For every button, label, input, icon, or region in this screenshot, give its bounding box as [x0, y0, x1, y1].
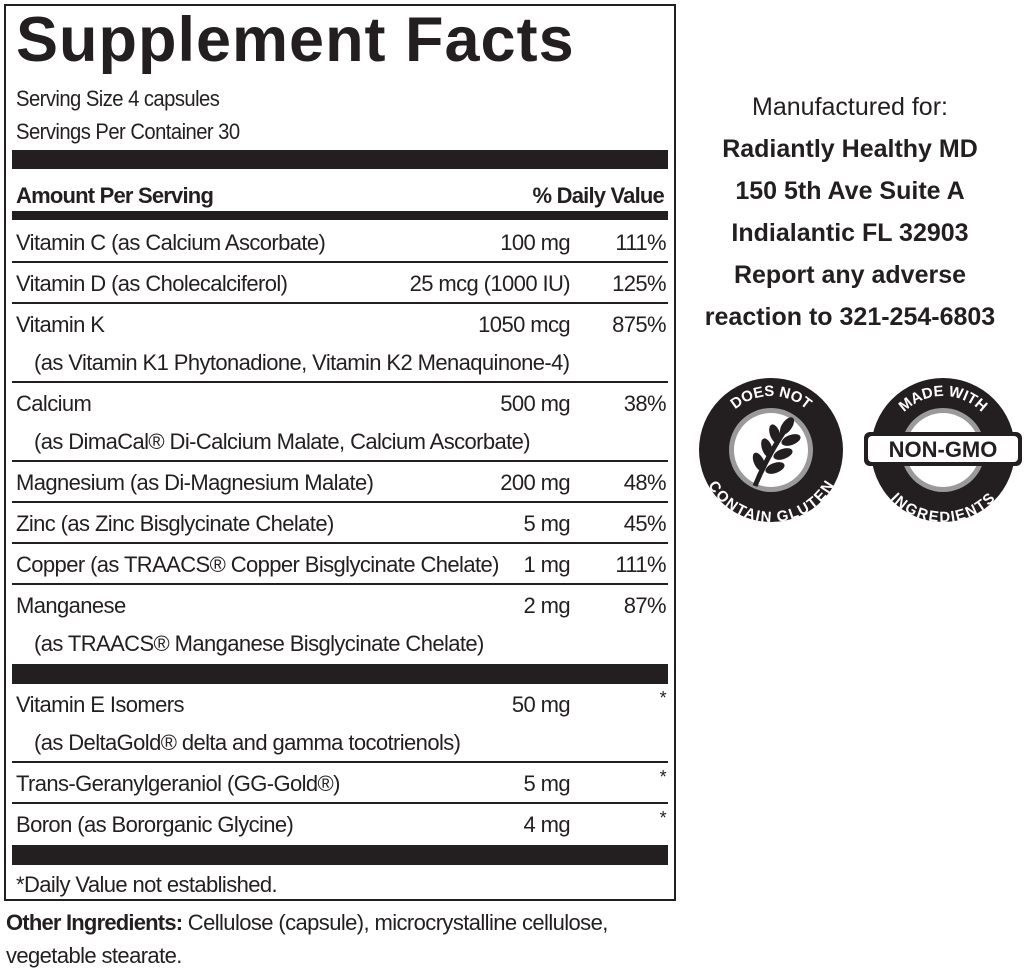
nutrient-daily-value: 38%	[623, 391, 667, 416]
servings-per-container: Servings Per Container 30	[16, 119, 240, 144]
nutrient-amount: 1 mg	[523, 552, 570, 577]
nutrient-row: Manganese 2 mg 87% (as TRAACS® Manganese Bi…	[12, 585, 668, 664]
nutrient-row: Boron (as Bororganic Glycine) 4 mg *	[12, 804, 668, 845]
nutrient-amount: 5 mg	[523, 771, 570, 796]
other-ingredients: Other Ingredients: Cellulose (capsule), …	[6, 906, 686, 972]
nutrient-amount: 200 mg	[500, 470, 570, 495]
manufacturer-address-1: 150 5th Ave Suite A	[735, 177, 965, 205]
nutrient-name: Vitamin E Isomers	[16, 692, 185, 717]
non-gmo-badge: NON-GMO MADE WITH INGREDIENTS	[864, 378, 1022, 524]
nutrient-daily-value: 125%	[612, 271, 666, 296]
nutrient-daily-value: 111%	[615, 230, 666, 255]
panel-title: Supplement Facts	[16, 5, 575, 75]
nutrient-daily-value: 45%	[623, 511, 667, 536]
non-gmo-text: NON-GMO	[889, 437, 998, 462]
nutrient-row: Copper (as TRAACS® Copper Bisglycinate C…	[12, 544, 668, 585]
nutrient-source: (as TRAACS® Manganese Bisglycinate Chela…	[34, 631, 484, 656]
nutrient-amount: 100 mg	[500, 230, 570, 255]
nutrient-amount: 1050 mcg	[478, 312, 570, 337]
amount-header: Amount Per Serving	[16, 183, 214, 208]
adverse-report-line-2: reaction to 321-254-6803	[704, 303, 996, 331]
nutrient-amount: 25 mcg (1000 IU)	[409, 271, 571, 296]
nutrient-row: Vitamin E Isomers 50 mg * (as DeltaGold® de…	[12, 684, 668, 763]
nutrient-daily-value: 875%	[612, 312, 666, 337]
nutrient-source: (as DimaCal® Di-Calcium Malate, Calcium …	[34, 429, 531, 454]
manufacturer-name: Radiantly Healthy MD	[722, 135, 978, 163]
adverse-report-line-1: Report any adverse	[733, 261, 967, 289]
column-header: Amount Per Serving % Daily Value	[16, 180, 665, 212]
nutrient-amount: 5 mg	[523, 511, 570, 536]
nutrient-row: Calcium 500 mg 38% (as DimaCal® Di-Calcium …	[12, 383, 668, 462]
nutrient-row: Vitamin D (as Cholecalciferol) 25 mcg (10…	[12, 263, 668, 304]
nutrient-name: Boron (as Bororganic Glycine)	[16, 812, 294, 837]
manufacturer-info: Manufactured for: Radiantly Healthy MD 1…	[680, 86, 1020, 338]
nutrient-name: Zinc (as Zinc Bisglycinate Chelate)	[16, 511, 334, 536]
supplement-facts-panel: Supplement Facts Serving Size 4 capsules…	[4, 4, 676, 901]
medium-divider	[12, 211, 668, 220]
thick-divider	[12, 664, 668, 684]
nutrient-name: Vitamin C (as Calcium Ascorbate)	[16, 230, 326, 255]
nutrient-source: (as Vitamin K1 Phytonadione, Vitamin K2 …	[34, 350, 570, 375]
nutrient-daily-value: 87%	[623, 593, 667, 618]
thick-divider	[12, 845, 668, 865]
manufacturer-intro: Manufactured for:	[752, 93, 948, 121]
thick-divider	[12, 150, 668, 169]
nutrient-daily-value: 111%	[615, 552, 666, 577]
nutrient-daily-value: *	[659, 688, 667, 708]
other-ingredients-label: Other Ingredients:	[6, 910, 183, 935]
nutrient-name: Calcium	[16, 391, 92, 416]
nutrient-source: (as DeltaGold® delta and gamma tocotrien…	[34, 730, 461, 755]
nutrient-amount: 2 mg	[523, 593, 570, 618]
wheat-icon	[752, 417, 801, 487]
manufacturer-address-2: Indialantic FL 32903	[731, 219, 969, 247]
nutrient-row: Zinc (as Zinc Bisglycinate Chelate) 5 mg 4…	[12, 503, 668, 544]
nutrient-amount: 4 mg	[523, 812, 570, 837]
nutrient-daily-value: *	[659, 808, 667, 828]
gluten-free-badge: DOES NOT CONTAIN GLUTEN	[699, 378, 843, 524]
serving-size: Serving Size 4 capsules	[16, 86, 220, 111]
nutrient-table: Vitamin C (as Calcium Ascorbate) 100 mg 11…	[12, 222, 668, 865]
other-ingredients-text: Cellulose (capsule), microcrystalline ce…	[6, 910, 608, 968]
nutrient-daily-value: 48%	[623, 470, 667, 495]
nutrient-row: Vitamin K 1050 mcg 875% (as Vitamin K1 Phyt…	[12, 304, 668, 383]
nutrient-name: Trans-Geranylgeraniol (GG-Gold®)	[16, 771, 340, 796]
dv-header: % Daily Value	[532, 183, 665, 208]
footnote: *Daily Value not established.	[16, 872, 278, 897]
nutrient-name: Magnesium (as Di-Magnesium Malate)	[16, 470, 374, 495]
nutrient-name: Vitamin K	[16, 312, 105, 337]
nutrient-row: Vitamin C (as Calcium Ascorbate) 100 mg 11…	[12, 222, 668, 263]
nutrient-name: Copper (as TRAACS® Copper Bisglycinate C…	[16, 552, 499, 577]
nutrient-row: Trans-Geranylgeraniol (GG-Gold®) 5 mg *	[12, 763, 668, 804]
nutrient-row: Magnesium (as Di-Magnesium Malate) 200 mg…	[12, 462, 668, 503]
nutrient-daily-value: *	[659, 767, 667, 787]
nutrient-amount: 50 mg	[511, 692, 571, 717]
nutrient-name: Manganese	[16, 593, 126, 618]
nutrient-amount: 500 mg	[500, 391, 570, 416]
nutrient-name: Vitamin D (as Cholecalciferol)	[16, 271, 288, 296]
